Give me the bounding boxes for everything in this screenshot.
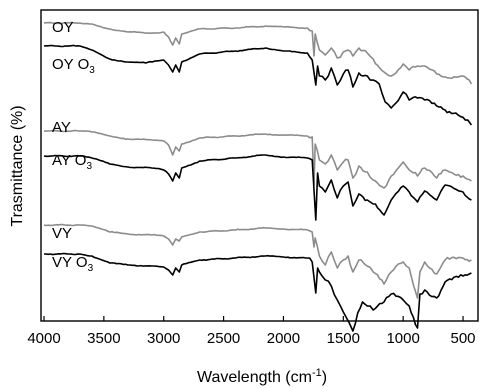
x-tick-label: 2000 [267, 330, 300, 347]
x-tick-label: 4000 [27, 330, 60, 347]
series-line-oy [43, 21, 473, 85]
x-axis: 4000 3500 3000 2500 2000 1500 1000 500 [27, 316, 476, 347]
x-axis-title: Wavelength (cm-1) [197, 367, 327, 386]
series-line-ay [43, 129, 472, 189]
x-tick-label: 500 [451, 330, 476, 347]
series-label-vy: VY [52, 225, 72, 242]
x-tick-label: 3500 [87, 330, 120, 347]
x-tick-label: 1500 [327, 330, 360, 347]
series-label-vy-o3: VY O3 [52, 254, 94, 274]
series-label-ay: AY [52, 119, 71, 136]
x-tick-label: 3000 [147, 330, 180, 347]
plot-frame [40, 9, 479, 322]
y-axis-title: Trasmittance (%) [9, 105, 26, 226]
series-line-vy-o3 [44, 252, 472, 332]
x-tick-label: 2500 [207, 330, 240, 347]
series-line-vy [43, 223, 472, 299]
series-layer [43, 21, 473, 332]
series-label-ay-o3: AY O3 [52, 152, 92, 172]
series-line-oy-o3 [43, 44, 473, 126]
series-label-oy: OY [52, 19, 74, 36]
series-label-oy-o3: OY O3 [52, 56, 95, 76]
series-line-ay-o3 [43, 154, 472, 221]
x-tick-label: 1000 [386, 330, 419, 347]
